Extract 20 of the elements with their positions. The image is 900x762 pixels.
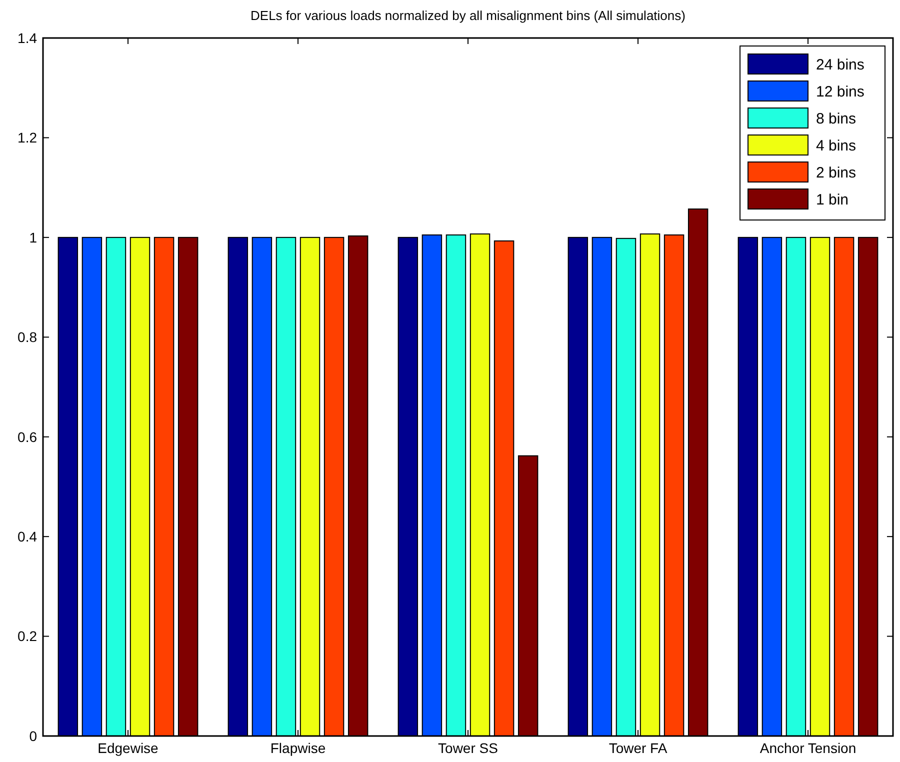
legend-label: 8 bins	[816, 110, 856, 128]
x-tick-label: Tower FA	[608, 740, 668, 756]
legend-label: 24 bins	[816, 56, 864, 74]
legend-label: 4 bins	[816, 137, 856, 154]
x-tick-label: Anchor Tension	[760, 740, 856, 756]
chart-title: DELs for various loads normalized by all misalignment bins (All simulations)	[250, 8, 686, 23]
y-tick-label: 0.8	[18, 329, 38, 346]
x-tick-label: Tower SS	[438, 740, 498, 756]
legend-label: 12 bins	[816, 83, 864, 100]
y-tick-label: 0.4	[18, 528, 38, 544]
y-tick-label: 1.4	[18, 30, 38, 46]
legend-label: 1 bin	[816, 191, 849, 208]
y-tick-label: 1	[29, 229, 38, 246]
y-tick-label: 0	[29, 728, 38, 744]
y-tick-label: 0.2	[18, 628, 38, 644]
x-tick-label: Flapwise	[270, 740, 326, 756]
x-tick-label: Edgewise	[98, 740, 159, 756]
y-tick-label: 0.6	[18, 428, 38, 445]
legend-label: 2 bins	[816, 164, 856, 182]
y-tick-label: 1.2	[18, 130, 38, 146]
